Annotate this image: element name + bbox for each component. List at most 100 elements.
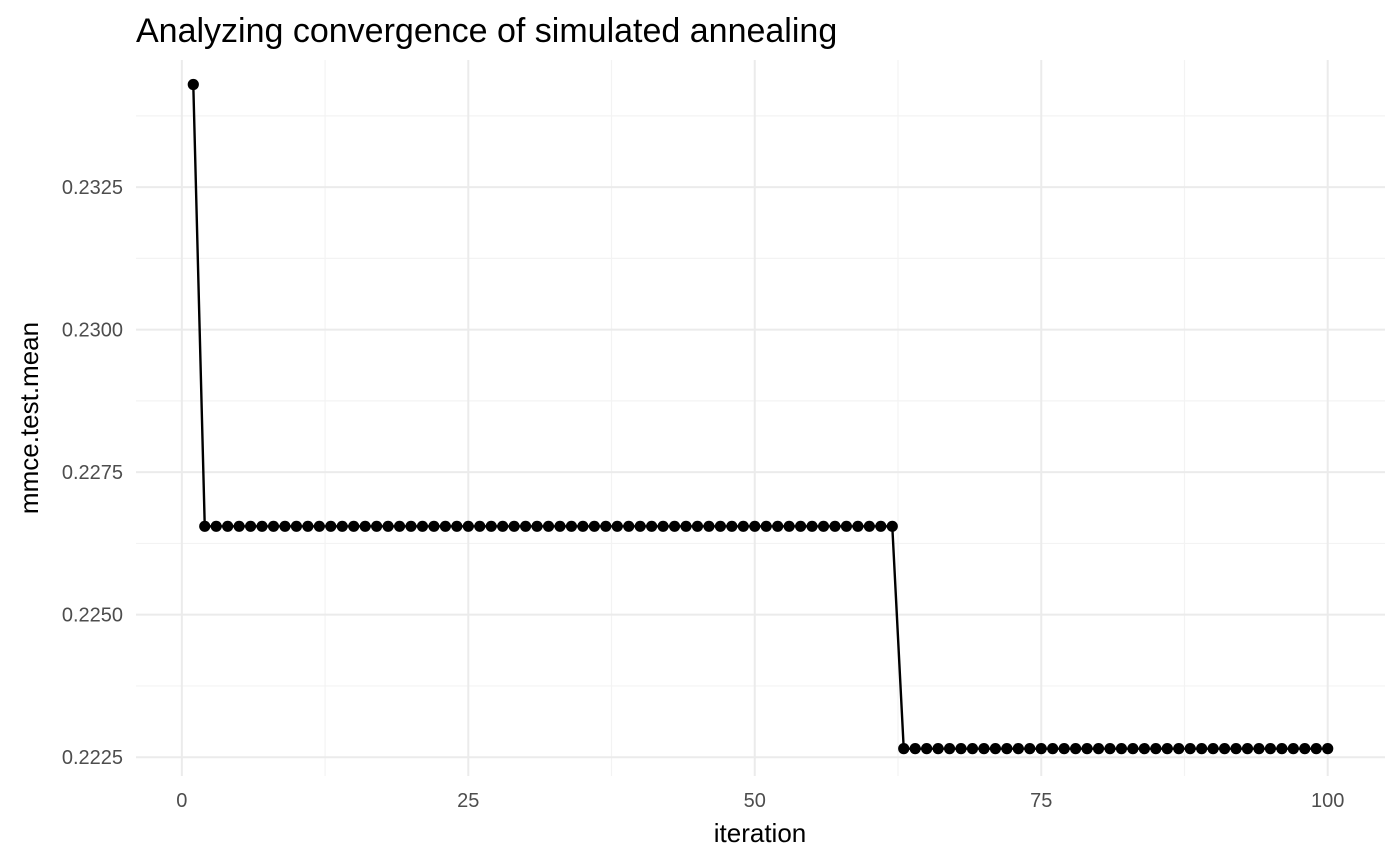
data-point xyxy=(852,520,864,532)
y-tick-label: 0.2250 xyxy=(62,605,123,627)
data-point xyxy=(1127,743,1139,755)
data-point xyxy=(416,520,429,532)
data-point xyxy=(313,520,325,532)
data-point xyxy=(1012,743,1024,755)
data-point xyxy=(1253,743,1265,755)
data-point xyxy=(875,520,887,532)
data-point xyxy=(428,520,440,532)
data-point xyxy=(1047,743,1059,755)
data-point xyxy=(267,520,280,532)
data-point xyxy=(325,520,337,532)
series-points xyxy=(187,78,1334,755)
data-point xyxy=(233,520,245,532)
data-point xyxy=(1138,743,1150,755)
data-point xyxy=(795,520,807,532)
data-point xyxy=(1173,743,1185,755)
data-point xyxy=(1024,743,1036,755)
data-point xyxy=(1001,743,1013,755)
data-point xyxy=(600,520,612,532)
data-point xyxy=(806,520,818,532)
data-point xyxy=(554,520,566,532)
y-tick-label: 0.2325 xyxy=(62,177,123,199)
data-point xyxy=(1218,743,1231,755)
data-point xyxy=(840,520,853,532)
data-point xyxy=(393,520,406,532)
data-point xyxy=(210,520,222,532)
x-tick-label: 100 xyxy=(1311,790,1344,812)
data-point xyxy=(577,520,589,532)
data-point xyxy=(256,520,268,532)
data-point xyxy=(909,743,921,755)
data-point xyxy=(1092,743,1105,755)
data-point xyxy=(348,520,360,532)
data-point xyxy=(244,520,257,532)
data-point xyxy=(199,520,211,532)
data-point xyxy=(634,520,646,532)
data-point xyxy=(451,520,463,532)
data-point xyxy=(1115,743,1128,755)
data-point xyxy=(966,743,979,755)
data-point xyxy=(611,520,623,532)
data-point xyxy=(1276,743,1288,755)
data-point xyxy=(772,520,784,532)
data-point xyxy=(749,520,761,532)
data-point xyxy=(519,520,532,532)
data-point xyxy=(405,520,417,532)
data-point xyxy=(1241,743,1254,755)
y-tick-label: 0.2300 xyxy=(62,320,123,342)
data-point xyxy=(1161,743,1173,755)
x-tick-label: 50 xyxy=(744,790,766,812)
data-point xyxy=(279,520,291,532)
data-point xyxy=(703,520,715,532)
series-line xyxy=(192,84,1328,750)
data-point xyxy=(531,520,543,532)
data-point xyxy=(359,520,371,532)
data-point xyxy=(898,743,910,755)
data-point xyxy=(1230,743,1242,755)
data-point xyxy=(989,743,1002,755)
data-point xyxy=(1070,743,1082,755)
y-tick-label: 0.2275 xyxy=(62,462,123,484)
data-point xyxy=(1299,743,1311,755)
data-point xyxy=(1104,743,1116,755)
data-point xyxy=(817,520,830,532)
data-point xyxy=(565,520,578,532)
data-point xyxy=(302,520,314,532)
data-point xyxy=(290,520,303,532)
data-point xyxy=(222,520,234,532)
data-point xyxy=(726,520,738,532)
data-point xyxy=(1207,743,1219,755)
data-point xyxy=(439,520,451,532)
x-axis-title: iteration xyxy=(714,818,807,848)
data-point xyxy=(932,743,944,755)
data-point xyxy=(485,520,497,532)
data-point xyxy=(829,520,841,532)
y-axis-ticks: 0.2225 0.2250 0.2275 0.2300 0.2325 xyxy=(62,177,123,769)
data-point xyxy=(1264,743,1277,755)
y-axis-title: mmce.test.mean xyxy=(14,322,44,514)
data-point xyxy=(737,520,749,532)
data-point xyxy=(336,520,348,532)
data-point xyxy=(462,520,474,532)
data-point xyxy=(863,520,875,532)
data-point xyxy=(542,520,555,532)
data-point xyxy=(1184,743,1196,755)
data-point xyxy=(588,520,600,532)
data-point xyxy=(474,520,486,532)
data-point xyxy=(657,520,669,532)
data-point xyxy=(508,520,520,532)
data-point xyxy=(921,743,933,755)
data-point xyxy=(1310,743,1322,755)
data-point xyxy=(1058,743,1070,755)
x-tick-label: 0 xyxy=(176,790,187,812)
data-point xyxy=(680,520,692,532)
y-tick-label: 0.2225 xyxy=(62,747,123,769)
data-point xyxy=(1150,743,1162,755)
data-point xyxy=(691,520,704,532)
data-point xyxy=(760,520,772,532)
data-point xyxy=(371,520,383,532)
data-point xyxy=(978,743,990,755)
data-point xyxy=(497,520,509,532)
data-point xyxy=(646,520,658,532)
